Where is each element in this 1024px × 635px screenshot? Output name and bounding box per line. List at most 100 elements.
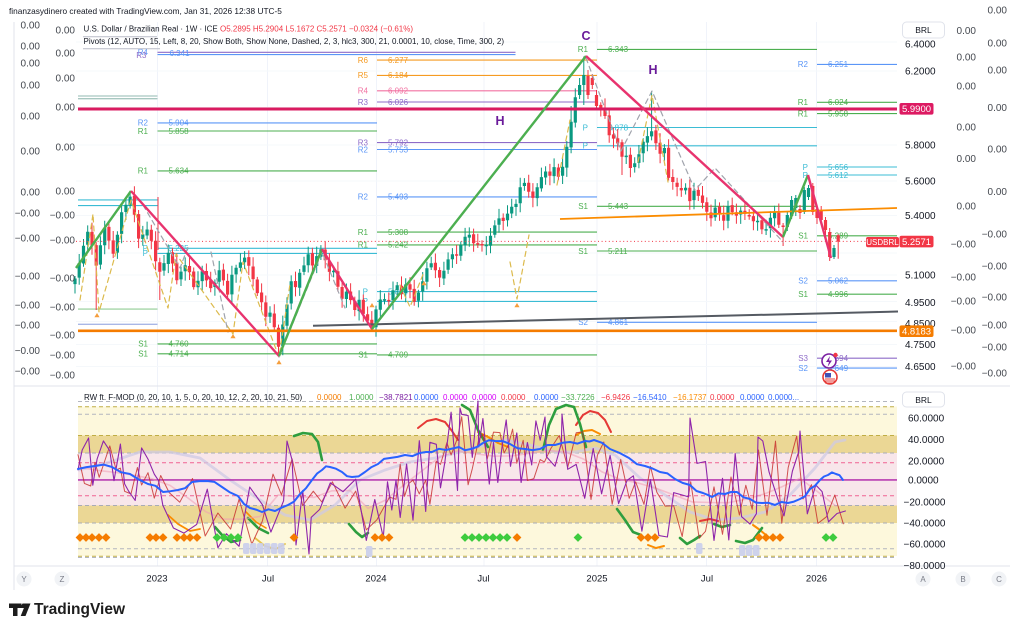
svg-text:R4: R4 [358,87,369,96]
svg-text:R3: R3 [358,138,369,147]
svg-text:−16.5410: −16.5410 [633,393,667,402]
svg-text:5.904: 5.904 [169,119,190,128]
svg-text:−20.0000: −20.0000 [904,498,946,509]
svg-text:−0.00: −0.00 [982,320,1008,331]
svg-text:0.0000...: 0.0000... [768,393,799,402]
svg-text:−0.00: −0.00 [50,370,76,381]
svg-text:5.9900: 5.9900 [902,104,931,115]
svg-text:6.4000: 6.4000 [905,40,936,51]
svg-text:4.649: 4.649 [828,364,849,373]
svg-text:H: H [495,114,504,128]
svg-text:finanzasydinero created with T: finanzasydinero created with TradingView… [9,6,282,16]
svg-text:−0.00: −0.00 [982,342,1008,353]
svg-text:A: A [920,575,926,584]
svg-text:6.341: 6.341 [170,49,191,58]
svg-text:0.00: 0.00 [21,146,41,157]
svg-text:−0.00: −0.00 [15,233,41,244]
svg-text:0.00: 0.00 [21,80,41,91]
svg-text:P: P [803,163,808,172]
svg-text:0.00: 0.00 [988,5,1008,16]
svg-text:0.00: 0.00 [988,187,1008,198]
svg-text:0.00: 0.00 [988,144,1008,155]
svg-text:R6: R6 [358,56,369,65]
svg-text:0.00: 0.00 [21,187,41,198]
svg-text:5.443: 5.443 [608,202,629,211]
svg-text:5.308: 5.308 [388,228,409,237]
svg-text:S1: S1 [138,340,148,349]
svg-text:−0.00: −0.00 [951,361,977,372]
svg-text:6.277: 6.277 [388,56,409,65]
svg-text:5.1000: 5.1000 [905,271,936,282]
svg-text:5.009: 5.009 [388,287,409,296]
svg-text:S1: S1 [138,350,148,359]
svg-text:−0.00: −0.00 [982,292,1008,303]
svg-text:4.694: 4.694 [828,354,849,363]
svg-text:0.00: 0.00 [988,38,1008,49]
svg-text:4.760: 4.760 [169,340,190,349]
svg-text:−0.00: −0.00 [951,296,977,307]
svg-text:5.753: 5.753 [388,145,409,154]
svg-text:0.0000: 0.0000 [317,393,342,402]
svg-text:P: P [583,142,588,151]
svg-text:S2: S2 [578,318,588,327]
svg-text:R1: R1 [798,109,809,118]
svg-text:6.2000: 6.2000 [905,67,936,78]
svg-text:U.S. Dollar / Brazilian Real ·: U.S. Dollar / Brazilian Real · 1W · ICE … [84,25,414,34]
svg-text:−0.00: −0.00 [982,368,1008,379]
svg-text:BRL: BRL [915,395,932,405]
svg-text:R1: R1 [138,167,149,176]
svg-text:0.00: 0.00 [21,58,41,69]
svg-text:−0.00: −0.00 [15,271,41,282]
svg-text:2023: 2023 [146,574,167,585]
svg-text:2026: 2026 [806,574,827,585]
svg-text:5.958: 5.958 [828,109,849,118]
svg-text:6.092: 6.092 [388,87,409,96]
svg-text:S1: S1 [358,351,368,360]
svg-text:−0.00: −0.00 [982,261,1008,272]
svg-text:−0.00: −0.00 [15,208,41,219]
svg-text:0.0000: 0.0000 [472,393,497,402]
svg-text:4.996: 4.996 [828,290,849,299]
svg-text:R2: R2 [798,60,809,69]
svg-text:R1: R1 [138,127,149,136]
svg-text:R1: R1 [578,45,589,54]
svg-text:0.00: 0.00 [957,26,977,37]
svg-text:0.0000: 0.0000 [501,393,526,402]
svg-text:B: B [960,575,965,584]
svg-text:0.00: 0.00 [21,20,41,31]
svg-text:6.024: 6.024 [828,98,849,107]
svg-text:0.00: 0.00 [988,65,1008,76]
svg-text:5.792: 5.792 [388,138,409,147]
svg-text:5.211: 5.211 [608,247,628,256]
svg-text:0.00: 0.00 [21,41,41,52]
svg-text:4.9500: 4.9500 [905,298,936,309]
svg-text:4.714: 4.714 [169,350,190,359]
svg-text:5.656: 5.656 [828,163,849,172]
svg-text:0.00: 0.00 [957,52,977,63]
svg-text:R3: R3 [358,98,369,107]
svg-text:P: P [363,287,368,296]
svg-text:0.00: 0.00 [56,25,76,36]
svg-text:Jul: Jul [262,574,274,585]
svg-text:0.00: 0.00 [56,186,76,197]
svg-text:−38.7821: −38.7821 [379,393,413,402]
svg-text:P: P [143,244,148,253]
svg-text:−0.00: −0.00 [951,325,977,336]
svg-text:0.00: 0.00 [56,73,76,84]
svg-text:0.00: 0.00 [957,81,977,92]
svg-text:0.0000: 0.0000 [443,393,468,402]
svg-text:2024: 2024 [365,574,386,585]
svg-text:S2: S2 [798,364,808,373]
svg-text:−0.00: −0.00 [951,272,977,283]
svg-text:P: P [583,123,588,132]
svg-text:4.8183: 4.8183 [902,326,931,337]
svg-text:S1: S1 [578,247,588,256]
svg-text:−0.00: −0.00 [50,235,76,246]
svg-text:−60.0000: −60.0000 [904,539,946,550]
svg-text:−0.00: −0.00 [50,273,76,284]
svg-text:C: C [581,29,590,43]
svg-text:R1: R1 [358,241,369,250]
svg-text:−0.00: −0.00 [951,239,977,250]
svg-text:−6.9426: −6.9426 [601,393,631,402]
svg-text:−0.00: −0.00 [982,229,1008,240]
